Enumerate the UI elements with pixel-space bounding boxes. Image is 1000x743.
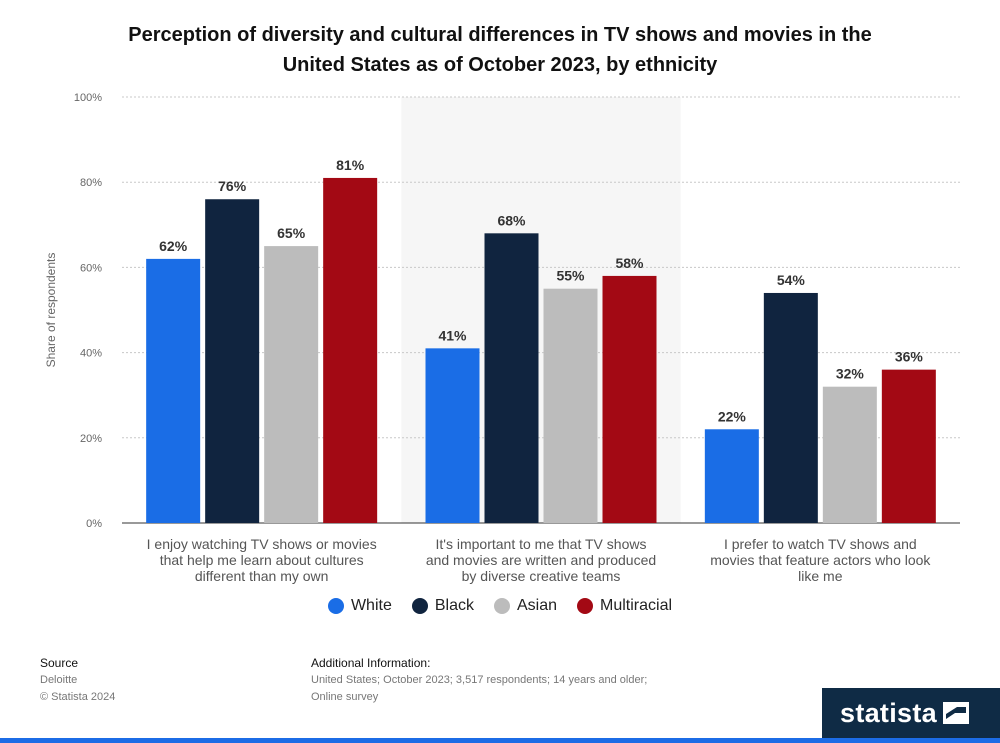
data-label: 68% (497, 212, 526, 228)
x-category-label: by diverse creative teams (462, 568, 621, 584)
y-tick-label: 100% (74, 92, 102, 104)
data-label: 32% (836, 366, 865, 382)
x-category-label: movies that feature actors who look (710, 552, 931, 568)
chart-title-line-2: United States as of October 2023, by eth… (282, 54, 718, 76)
bar-asian-0 (264, 246, 319, 523)
legend-item-multiracial[interactable]: Multiracial (577, 597, 672, 615)
legend-marker-white (327, 598, 344, 614)
additional-info-line-2: Online survey (311, 691, 379, 703)
bar-chart: 0% 20% 40% 60% 80% 100% Share of respondents 62… (44, 92, 960, 584)
legend-label-multiracial: Multiracial (600, 597, 673, 614)
statista-logo[interactable]: statista (822, 688, 1000, 738)
source-line-2: © Statista 2024 (40, 691, 116, 703)
chart-title-line-1: Perception of diversity and cultural dif… (128, 24, 872, 46)
chart-title: Perception of diversity and cultural dif… (0, 20, 1000, 80)
legend: White Black Asian Multiracial (0, 597, 1000, 615)
legend-label-asian: Asian (516, 597, 558, 614)
y-tick-label: 60% (80, 262, 102, 274)
data-label: 22% (718, 408, 747, 424)
x-category-label: that help me learn about cultures (160, 552, 364, 568)
x-category-label: I prefer to watch TV shows and (724, 536, 917, 552)
legend-item-black[interactable]: Black (411, 597, 474, 615)
brand-name: statista (840, 697, 937, 728)
y-tick-label: 0% (86, 518, 102, 530)
bar-multiracial-0 (323, 177, 378, 523)
data-label: 58% (615, 255, 644, 271)
legend-marker-multiracial (577, 598, 594, 614)
bar-multiracial-1 (602, 275, 657, 523)
bottom-accent-bar (0, 738, 1000, 743)
additional-info-label: Additional Information: (311, 656, 431, 670)
bar-black-2 (763, 292, 818, 523)
x-category-label: different than my own (195, 568, 329, 584)
y-tick-label: 20% (80, 433, 102, 445)
data-label: 81% (336, 157, 365, 173)
bar-black-1 (484, 233, 539, 523)
data-label: 62% (159, 238, 188, 254)
bar-white-0 (146, 258, 201, 523)
bar-asian-2 (822, 386, 877, 523)
y-axis-label: Share of respondents (44, 253, 58, 368)
y-tick-label: 40% (80, 348, 102, 360)
x-category-label: and movies are written and produced (426, 552, 656, 568)
x-category-label: like me (798, 568, 843, 584)
data-label: 54% (777, 272, 806, 288)
bar-white-2 (704, 429, 759, 523)
bar-multiracial-2 (881, 369, 936, 523)
bar-white-1 (425, 348, 480, 523)
source-line-1: Deloitte (40, 674, 78, 686)
data-label: 41% (438, 327, 467, 343)
source-text: Deloitte © Statista 2024 (40, 672, 115, 706)
bar-asian-1 (543, 288, 598, 523)
statista-mark-icon (942, 702, 969, 724)
data-label: 55% (556, 268, 585, 284)
data-label: 36% (895, 349, 924, 365)
source-label: Source (40, 656, 79, 670)
x-category-label: I enjoy watching TV shows or movies (147, 536, 377, 552)
data-label: 65% (277, 225, 306, 241)
legend-marker-asian (493, 598, 510, 614)
bar-black-0 (205, 199, 260, 524)
additional-info-text: United States; October 2023; 3,517 respo… (311, 672, 647, 706)
legend-item-white[interactable]: White (327, 597, 392, 615)
legend-label-black: Black (434, 597, 474, 614)
data-label: 76% (218, 178, 247, 194)
additional-info-line-1: United States; October 2023; 3,517 respo… (311, 674, 648, 686)
legend-label-white: White (350, 597, 392, 614)
x-category-label: It's important to me that TV shows (436, 536, 647, 552)
legend-item-asian[interactable]: Asian (493, 597, 558, 615)
y-tick-label: 80% (80, 177, 102, 189)
legend-marker-black (411, 598, 428, 614)
